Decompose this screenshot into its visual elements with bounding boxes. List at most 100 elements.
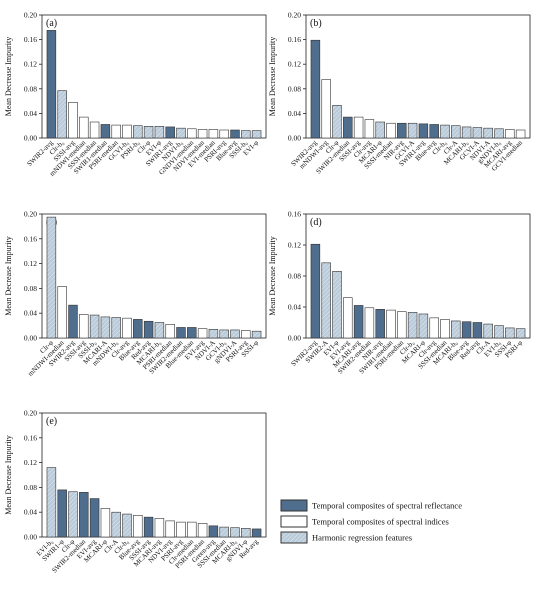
y-tick-label: 0.20: [24, 11, 37, 20]
bar: [46, 467, 57, 538]
bar: [89, 498, 100, 538]
y-tick-label: 0.04: [288, 303, 301, 312]
bar: [197, 523, 208, 538]
bar: [494, 325, 504, 339]
bar: [122, 513, 132, 538]
bar: [375, 309, 385, 339]
bar: [176, 127, 186, 139]
bar: [143, 126, 154, 139]
bar: [364, 119, 375, 139]
y-tick-label: 0.12: [24, 60, 37, 69]
bar: [429, 317, 439, 339]
bar: [332, 105, 342, 139]
bar: [143, 516, 154, 538]
bar: [143, 320, 154, 339]
bar: [111, 124, 121, 139]
bar: [461, 126, 472, 139]
bar: [122, 317, 132, 339]
y-tick-label: 0.08: [288, 84, 301, 93]
bar: [230, 129, 240, 139]
bar: [111, 511, 121, 538]
bar: [165, 126, 175, 139]
bar: [461, 321, 472, 339]
bar: [310, 243, 321, 339]
y-tick-label: 0.04: [288, 109, 301, 118]
bar: [397, 122, 407, 139]
bar: [89, 314, 100, 339]
bar: [386, 122, 396, 139]
bar: [100, 316, 111, 339]
bar: [451, 125, 461, 139]
y-tick-label: 0.08: [24, 284, 37, 293]
bar: [122, 124, 132, 139]
bar: [230, 527, 240, 538]
y-tick-label: 0.16: [24, 234, 37, 243]
panel-e: 0.00 0.04 0.08 0.12 0.16 0.20 Mean Decrease Im…: [4, 409, 267, 574]
plot-frame: [305, 14, 531, 139]
bar: [133, 319, 143, 339]
bar: [165, 520, 175, 538]
bar: [197, 328, 208, 339]
bar: [68, 304, 78, 339]
bar: [515, 129, 526, 139]
bar: [219, 329, 229, 339]
bar: [407, 312, 418, 339]
bar: [241, 330, 251, 339]
legend-swatch-harmonic: [280, 531, 308, 544]
bar: [472, 322, 483, 339]
panel-a: 0.00 0.04 0.08 0.12 0.16 0.20 Mean Decrease Im…: [4, 11, 267, 178]
bar: [429, 124, 439, 139]
bar: [100, 508, 111, 538]
panel-label: (d): [310, 217, 322, 228]
y-tick-label: 0.16: [288, 35, 301, 44]
bar: [251, 330, 262, 339]
y-axis-label: Mean Decrease Impurity: [268, 236, 277, 316]
bar: [230, 329, 240, 339]
bar: [397, 311, 407, 339]
legend: Temporal composites of spectral reflecta…: [280, 499, 462, 544]
y-tick-label: 0.16: [24, 433, 37, 442]
bar: [154, 322, 165, 339]
bar: [79, 492, 89, 538]
y-axis-label: Mean Decrease Impurity: [268, 37, 277, 117]
bar: [187, 327, 197, 339]
panel-label: (a): [46, 18, 57, 29]
y-axis-label: Mean Decrease Impurity: [4, 37, 13, 117]
y-tick-label: 0.00: [24, 533, 37, 542]
y-tick-label: 0.12: [24, 259, 37, 268]
bar: [241, 130, 251, 139]
bar: [375, 121, 385, 139]
y-tick-label: 0.04: [24, 309, 37, 318]
bar: [241, 528, 251, 538]
y-tick-label: 0.08: [24, 483, 37, 492]
bar: [353, 305, 364, 339]
legend-label-reflectance: Temporal composites of spectral reflecta…: [312, 501, 462, 511]
bar: [364, 307, 375, 339]
legend-label-indices: Temporal composites of spectral indices: [312, 517, 449, 527]
bar: [133, 125, 143, 139]
y-tick-label: 0.12: [288, 60, 301, 69]
bar: [251, 130, 262, 139]
plot-frame: [41, 213, 267, 339]
panel-b: 0.00 0.04 0.08 0.12 0.16 0.20 Mean Decrease Im…: [268, 11, 531, 175]
bar: [79, 116, 89, 139]
bar: [483, 127, 493, 139]
panel-c: 0.00 0.04 0.08 0.12 0.16 0.20 Mean Decrease Im…: [4, 210, 267, 378]
bar: [505, 129, 515, 139]
bar: [515, 328, 526, 339]
bar: [208, 329, 219, 339]
bar: [57, 286, 67, 339]
bar: [353, 116, 364, 139]
y-tick-label: 0.00: [24, 334, 37, 343]
bar: [505, 327, 515, 339]
bar: [57, 90, 67, 139]
bar: [46, 30, 57, 139]
plot-frame: [41, 14, 267, 139]
bar: [483, 323, 493, 339]
bar: [251, 528, 262, 538]
panel-label: (e): [46, 416, 57, 427]
bar: [418, 313, 429, 339]
bar: [332, 271, 342, 339]
y-tick-label: 0.04: [24, 508, 37, 517]
